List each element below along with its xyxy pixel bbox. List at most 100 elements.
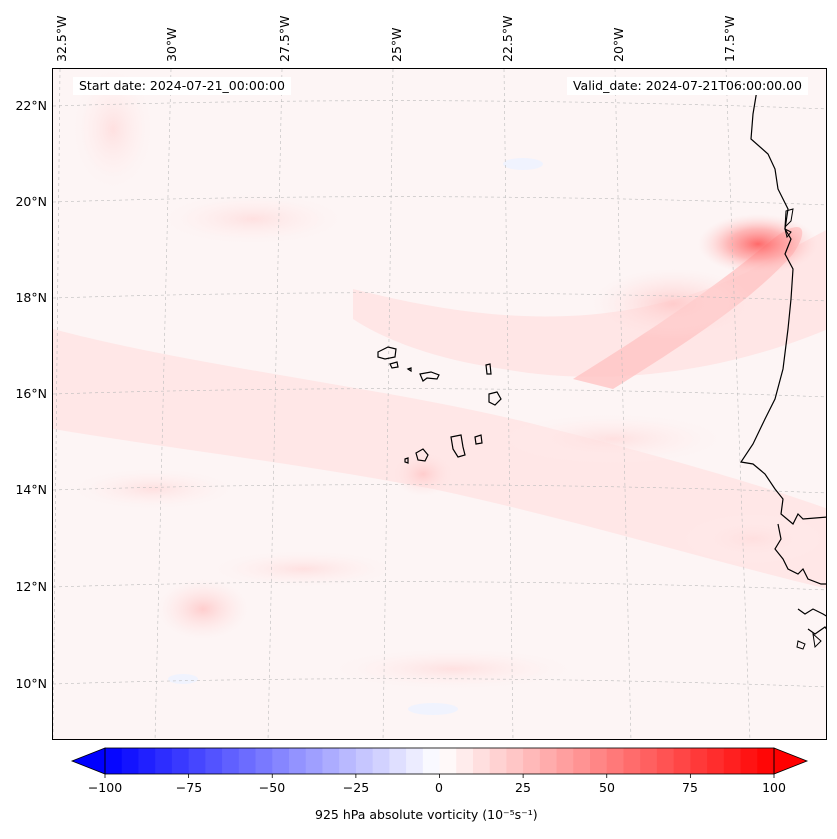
colorbar-cell (590, 748, 608, 774)
island-maio (474, 434, 483, 445)
vorticity-patch (683, 514, 823, 564)
colorbar-min-arrow (70, 747, 106, 775)
colorbar-cell (640, 748, 658, 774)
lat-label-14n: 14°N (15, 482, 47, 497)
colorbar (70, 747, 809, 778)
vorticity-field (53, 69, 826, 739)
colorbar-cell (238, 748, 257, 774)
colorbar-tick-label: 50 (599, 780, 615, 795)
negative-vorticity-patch (503, 158, 543, 170)
colorbar-cell (255, 748, 273, 774)
colorbar-cell (389, 748, 407, 774)
colorbar-cell (372, 748, 390, 774)
colorbar-cell (355, 748, 374, 774)
colorbar-cell (573, 748, 591, 774)
coastline-segment (784, 228, 792, 239)
coastline-segment (807, 626, 826, 635)
colorbar-cell (205, 748, 223, 774)
african-coastline (739, 83, 826, 525)
vorticity-patch-islands (393, 452, 453, 496)
vorticity-patch (593, 269, 753, 339)
lon-label-32-5w: 32.5°W (54, 15, 69, 62)
colorbar-cell (489, 748, 507, 774)
colorbar-cell (272, 748, 290, 774)
island-santiago (450, 434, 466, 458)
colorbar-tick-label: −100 (87, 780, 123, 795)
coastline-segment (796, 640, 806, 650)
vorticity-patch-sw (158, 579, 248, 639)
negative-vorticity-patch (168, 674, 198, 684)
vorticity-patch (73, 69, 153, 189)
colorbar-tick-label: −25 (342, 780, 370, 795)
island-sao-vicente (389, 361, 399, 369)
colorbar-cell (105, 748, 123, 774)
colorbar-tick-label: 100 (762, 780, 786, 795)
lat-label-10n: 10°N (15, 676, 47, 691)
lon-label-27-5w: 27.5°W (277, 15, 292, 62)
start-date-label: Start date: 2024-07-21_00:00:00 (73, 77, 291, 95)
colorbar-max-arrow (773, 747, 809, 775)
colorbar-cell (222, 748, 240, 774)
colorbar-cell (707, 748, 725, 774)
colorbar-cell (138, 748, 156, 774)
lon-label-30w: 30°W (164, 27, 179, 62)
colorbar-cell (690, 748, 708, 774)
colorbar-title: 925 hPa absolute vorticity (10⁻⁵s⁻¹) (315, 807, 538, 822)
colorbar-cell (456, 748, 474, 774)
vorticity-patch (73, 469, 233, 509)
lon-label-22-5w: 22.5°W (500, 15, 515, 62)
colorbar-cell (523, 748, 541, 774)
lat-label-18n: 18°N (15, 290, 47, 305)
map-area[interactable]: Start date: 2024-07-21_00:00:00 Valid_da… (52, 68, 827, 740)
colorbar-cell (439, 748, 457, 774)
colorbar-tick-marks (104, 774, 775, 778)
colorbar-tick-label: 75 (682, 780, 698, 795)
vorticity-patch (333, 649, 573, 689)
colorbar-cell (288, 748, 307, 774)
colorbar-tick-label: 25 (515, 780, 531, 795)
lon-label-25w: 25°W (389, 27, 404, 62)
colorbar-cell (422, 748, 441, 774)
lon-label-17-5w: 17.5°W (722, 15, 737, 62)
coastline-segment (812, 632, 822, 649)
island-boa-vista (488, 391, 502, 406)
colorbar-cells (105, 748, 775, 774)
colorbar-cell (740, 748, 758, 774)
cape-verde-islands (377, 346, 502, 464)
island-santo-antao (377, 346, 397, 360)
lat-label-20n: 20°N (15, 194, 47, 209)
colorbar-cell (757, 748, 775, 774)
coastline-segment (784, 208, 794, 229)
island-santa-luzia (406, 367, 412, 373)
valid-date-label: Valid_date: 2024-07-21T06:00:00.00 (566, 77, 808, 95)
island-brava (404, 457, 409, 464)
island-sal (485, 363, 492, 375)
lat-label-16n: 16°N (15, 386, 47, 401)
colorbar-tick-label: −50 (258, 780, 286, 795)
colorbar-cell (723, 748, 742, 774)
colorbar-cell (472, 748, 491, 774)
island-sao-nicolau (419, 371, 440, 382)
colorbar-cell (171, 748, 190, 774)
colorbar-cell (656, 748, 675, 774)
colorbar-cell (406, 748, 424, 774)
colorbar-cell (305, 748, 323, 774)
lat-label-12n: 12°N (15, 579, 47, 594)
colorbar-cell (673, 748, 691, 774)
colorbar-cell (506, 748, 524, 774)
colorbar-cell (539, 748, 558, 774)
vorticity-maximum (698, 214, 818, 274)
graticule (53, 69, 826, 739)
vorticity-patch (503, 414, 723, 464)
vorticity-patch (163, 194, 343, 244)
colorbar-cell (556, 748, 574, 774)
coastline-segment (797, 608, 826, 617)
island-fogo (415, 448, 429, 462)
colorbar-cell (339, 748, 357, 774)
colorbar-tick-label: −75 (175, 780, 203, 795)
coastline-segment (774, 523, 826, 585)
vorticity-patch (213, 551, 393, 587)
colorbar-tick-label: 0 (435, 780, 443, 795)
colorbar-cell (155, 748, 173, 774)
